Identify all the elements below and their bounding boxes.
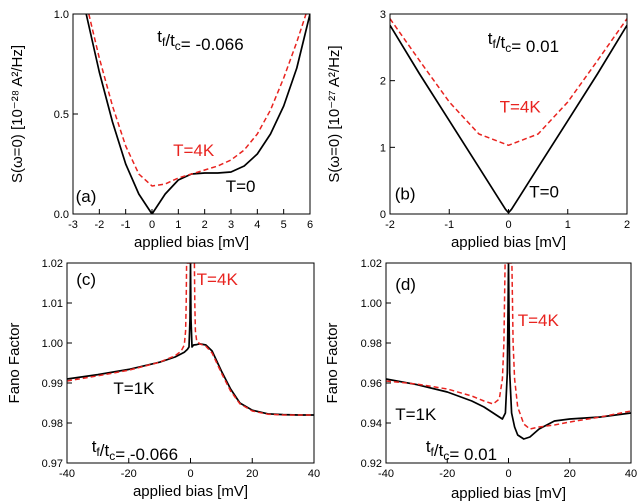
y-tick-label: 0.98 <box>361 338 382 350</box>
panel-d: -40 -20 0 20 40 0.92 0.94 0.96 0.98 1.00 1.02 appli… <box>324 258 637 502</box>
panel-a: -3 -2 -1 0 1 2 3 4 5 6 0.0 0.5 1.0 applied bias [mV] S… <box>9 9 313 251</box>
series-line-a-black-solid <box>85 14 310 214</box>
annotation-b-1: T=4K <box>500 98 542 117</box>
y-tick-label: 0.96 <box>361 378 382 390</box>
x-tick-label: 5 <box>281 219 287 231</box>
annotation-d-3: tf/tc= 0.01 <box>426 437 497 464</box>
x-axis-label: applied bias [mV] <box>134 234 249 251</box>
y-tick-label: 0.5 <box>54 109 69 121</box>
y-tick-label: 0.97 <box>42 458 63 470</box>
y-axis-label: S(ω=0) [10⁻²⁷ A²/Hz] <box>326 45 343 182</box>
y-tick-label: 1 <box>380 142 386 154</box>
annotation-c-0: (c) <box>76 270 96 289</box>
annotation-d-1: T=4K <box>518 311 560 330</box>
y-tick-label: 2 <box>380 76 386 88</box>
annotation-a-0: tf/tc= -0.066 <box>157 27 243 54</box>
series-line-d-red-dashed <box>386 263 631 430</box>
x-tick-label: 2 <box>624 219 630 231</box>
annotation-a-1: T=4K <box>173 141 215 160</box>
annotation-a-2: T=0 <box>226 177 256 196</box>
x-tick-label: 20 <box>246 468 258 480</box>
x-tick-label: -20 <box>121 468 137 480</box>
x-tick-label: 2 <box>202 219 208 231</box>
x-tick-label: -40 <box>59 468 75 480</box>
series-line-b-red-dashed <box>390 18 627 147</box>
x-tick-label: 3 <box>228 219 234 231</box>
y-tick-label: 1.0 <box>54 9 69 21</box>
x-tick-label: -40 <box>378 468 394 480</box>
x-tick-label: 1 <box>565 219 571 231</box>
x-tick-label: 0 <box>505 468 511 480</box>
y-tick-label: 0.98 <box>42 418 63 430</box>
x-tick-label: 1 <box>175 219 181 231</box>
x-tick-label: -3 <box>68 219 78 231</box>
x-tick-label: 20 <box>564 468 576 480</box>
x-axis-label: applied bias [mV] <box>451 485 566 502</box>
annotation-b-3: (b) <box>395 184 416 203</box>
y-axis-label: S(ω=0) [10⁻²⁸ A²/Hz] <box>9 45 26 183</box>
y-tick-label: 0.94 <box>361 418 382 430</box>
x-tick-label: 0 <box>187 468 193 480</box>
panel-b: -2 -1 0 1 2 0 1 2 3 applied bias [mV] S(ω=0) [10⁻²… <box>326 9 630 251</box>
annotation-b-0: tf/tc= 0.01 <box>488 29 559 56</box>
x-tick-label: 0 <box>149 219 155 231</box>
y-tick-label: 0 <box>380 209 386 221</box>
x-tick-label: -20 <box>439 468 455 480</box>
annotation-a-3: (a) <box>76 187 97 206</box>
y-tick-label: 0.92 <box>361 458 382 470</box>
annotation-d-0: (d) <box>395 275 416 294</box>
series-line-d-black-solid <box>386 263 631 440</box>
annotation-b-2: T=0 <box>529 182 559 201</box>
x-axis-label: applied bias [mV] <box>451 234 566 251</box>
y-axis-label: Fano Factor <box>324 323 341 404</box>
x-tick-label: 40 <box>625 468 637 480</box>
x-tick-label: 4 <box>254 219 260 231</box>
x-tick-label: 40 <box>308 468 320 480</box>
x-tick-label: -2 <box>94 219 104 231</box>
x-tick-label: 0 <box>505 219 511 231</box>
annotation-c-2: T=1K <box>113 379 155 398</box>
x-tick-label: -1 <box>121 219 131 231</box>
y-tick-label: 1.02 <box>361 258 382 270</box>
y-tick-label: 1.00 <box>42 338 63 350</box>
y-tick-label: 1.00 <box>361 298 382 310</box>
series-line-c-black-solid <box>67 263 314 416</box>
x-tick-label: -1 <box>444 219 454 231</box>
panel-c: -40 -20 0 20 40 0.97 0.98 0.99 1.00 1.01 1.02 appli… <box>6 258 320 500</box>
x-tick-label: 6 <box>307 219 313 231</box>
series-line-c-red-dashed <box>67 263 314 416</box>
annotation-d-2: T=1K <box>395 405 437 424</box>
y-tick-label: 0.99 <box>42 378 63 390</box>
y-axis-label: Fano Factor <box>6 323 23 404</box>
annotation-c-3: tf/tc= -0.066 <box>92 437 178 464</box>
y-tick-label: 3 <box>380 9 386 21</box>
annotation-c-1: T=4K <box>197 270 239 289</box>
x-axis-label: applied bias [mV] <box>133 483 248 500</box>
series-line-a-red-dashed <box>88 14 307 187</box>
y-tick-label: 1.02 <box>42 258 63 270</box>
x-tick-label: -2 <box>385 219 395 231</box>
y-tick-label: 1.01 <box>42 298 63 310</box>
y-tick-label: 0.0 <box>54 209 69 221</box>
